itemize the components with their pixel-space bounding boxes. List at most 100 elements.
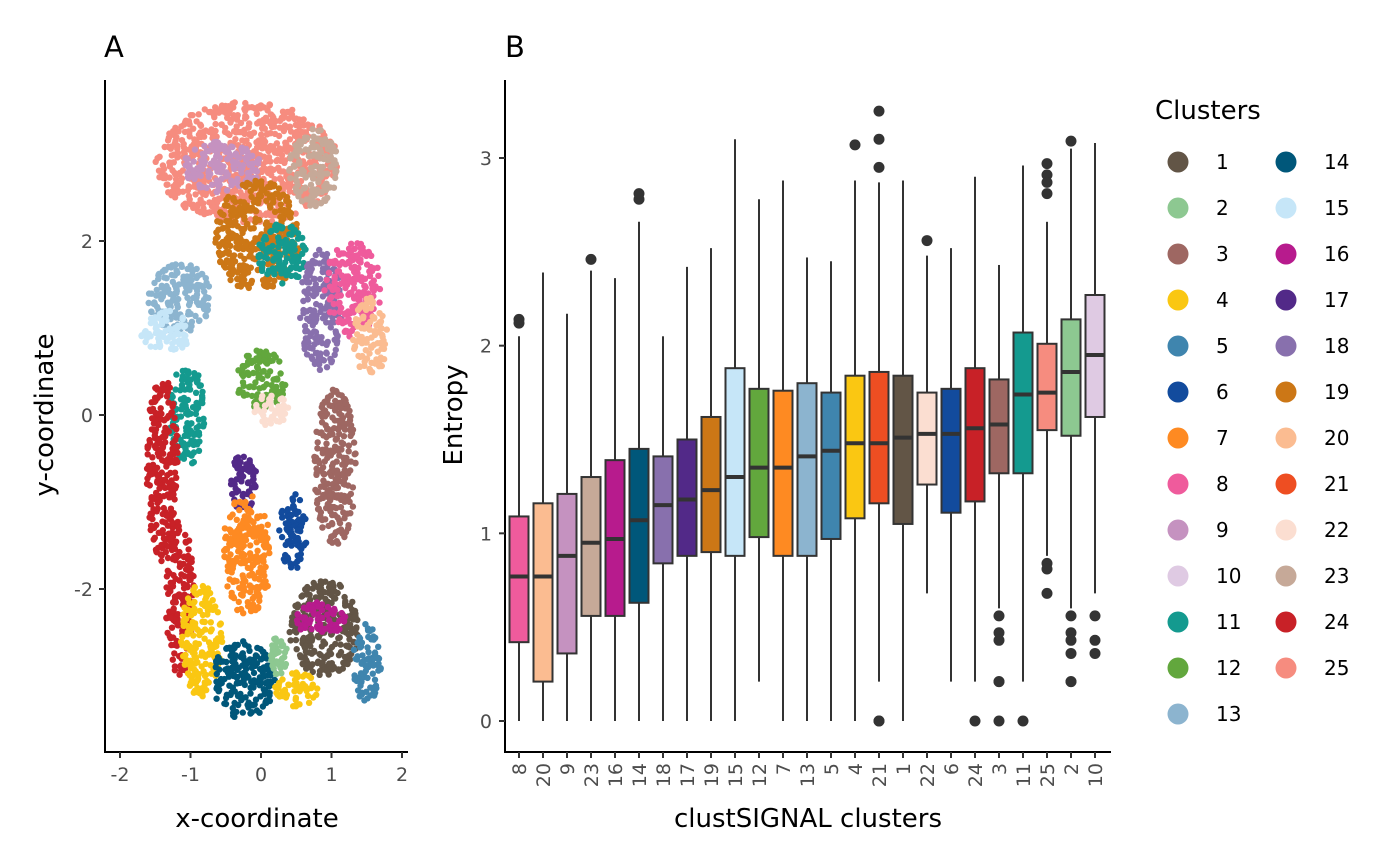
- scatter-point: [278, 146, 285, 153]
- scatter-point: [197, 122, 205, 129]
- scatter-point: [149, 415, 156, 422]
- scatter-point: [158, 169, 165, 176]
- scatter-point: [269, 662, 276, 669]
- scatter-point: [281, 558, 289, 565]
- scatter-point: [237, 252, 244, 259]
- scatter-point: [234, 454, 242, 461]
- scatter-point: [329, 579, 336, 587]
- scatter-point: [223, 104, 230, 112]
- scatter-point: [217, 209, 224, 216]
- scatter-point: [367, 318, 374, 326]
- scatter-point: [332, 167, 339, 174]
- scatter-point: [361, 339, 369, 346]
- scatter-point: [322, 595, 329, 603]
- scatter-point: [237, 119, 245, 127]
- scatter-point: [153, 292, 160, 299]
- scatter-point: [200, 200, 207, 207]
- scatter-point: [182, 117, 190, 124]
- scatter-point: [174, 592, 181, 600]
- scatter-point: [263, 699, 270, 707]
- scatter-point: [227, 152, 234, 159]
- scatter-point: [279, 383, 287, 390]
- scatter-point: [174, 142, 181, 149]
- scatter-point: [275, 185, 283, 192]
- scatter-point: [352, 655, 359, 663]
- scatter-point: [305, 152, 313, 160]
- scatter-point: [175, 128, 182, 135]
- scatter-point: [276, 117, 284, 125]
- scatter-point: [239, 694, 246, 702]
- scatter-point: [293, 646, 300, 653]
- scatter-point: [233, 516, 240, 523]
- scatter-point: [327, 324, 334, 331]
- scatter-point: [253, 583, 261, 591]
- scatter-point: [277, 201, 284, 208]
- scatter-point: [215, 226, 222, 233]
- scatter-point: [165, 379, 172, 387]
- scatter-point: [170, 423, 177, 430]
- scatter-point: [312, 284, 320, 291]
- scatter-point: [189, 649, 196, 656]
- legend-swatch: [1275, 381, 1297, 403]
- legend-swatch: [1167, 657, 1189, 679]
- outlier-point: [633, 188, 645, 200]
- scatter-point: [328, 643, 336, 651]
- scatter-point: [153, 549, 160, 556]
- scatter-point: [266, 211, 273, 219]
- scatter-point: [293, 701, 301, 708]
- scatter-point: [212, 640, 219, 647]
- scatter-point: [223, 196, 230, 203]
- scatter-point: [351, 451, 358, 458]
- scatter-point: [234, 223, 241, 230]
- scatter-point: [190, 204, 197, 211]
- scatter-point: [161, 143, 168, 151]
- scatter-point: [275, 234, 282, 241]
- b-y-tick-label: 2: [480, 336, 492, 358]
- scatter-point: [276, 264, 283, 272]
- scatter-point: [351, 607, 359, 615]
- scatter-point: [188, 437, 195, 444]
- scatter-point: [180, 580, 188, 588]
- legend-swatch: [1167, 565, 1189, 587]
- scatter-point: [368, 684, 376, 692]
- scatter-point: [263, 381, 270, 388]
- scatter-point: [251, 481, 258, 488]
- scatter-point: [347, 510, 354, 517]
- scatter-point: [304, 134, 311, 142]
- scatter-point: [217, 258, 224, 266]
- scatter-point: [292, 210, 299, 217]
- scatter-point: [335, 635, 342, 642]
- scatter-point: [218, 121, 225, 128]
- scatter-point: [249, 493, 256, 500]
- scatter-point: [284, 506, 292, 513]
- scatter-point: [169, 599, 177, 606]
- outlier-point: [1041, 587, 1053, 599]
- scatter-point: [321, 413, 329, 420]
- scatter-point: [158, 330, 166, 337]
- scatter-point: [185, 128, 192, 135]
- box-cluster-8: [508, 313, 530, 721]
- scatter-point: [237, 559, 244, 567]
- scatter-point: [213, 685, 220, 692]
- scatter-point: [226, 526, 233, 533]
- scatter-point: [146, 439, 154, 446]
- scatter-point: [377, 318, 385, 325]
- scatter-point: [223, 169, 230, 176]
- scatter-point: [189, 271, 196, 278]
- scatter-point: [229, 212, 236, 219]
- b-y-axis-title: Entropy: [439, 364, 469, 465]
- scatter-point: [307, 264, 315, 272]
- scatter-point: [286, 136, 294, 143]
- scatter-point: [163, 338, 170, 345]
- scatter-point: [286, 245, 293, 252]
- legend-swatch: [1275, 427, 1297, 449]
- scatter-point: [227, 671, 234, 679]
- scatter-point: [244, 169, 252, 177]
- scatter-point: [217, 240, 225, 248]
- scatter-point: [315, 634, 322, 641]
- scatter-point: [277, 213, 284, 221]
- scatter-point: [355, 264, 362, 272]
- scatter-point: [271, 176, 278, 183]
- scatter-point: [320, 638, 327, 645]
- scatter-point: [357, 353, 364, 361]
